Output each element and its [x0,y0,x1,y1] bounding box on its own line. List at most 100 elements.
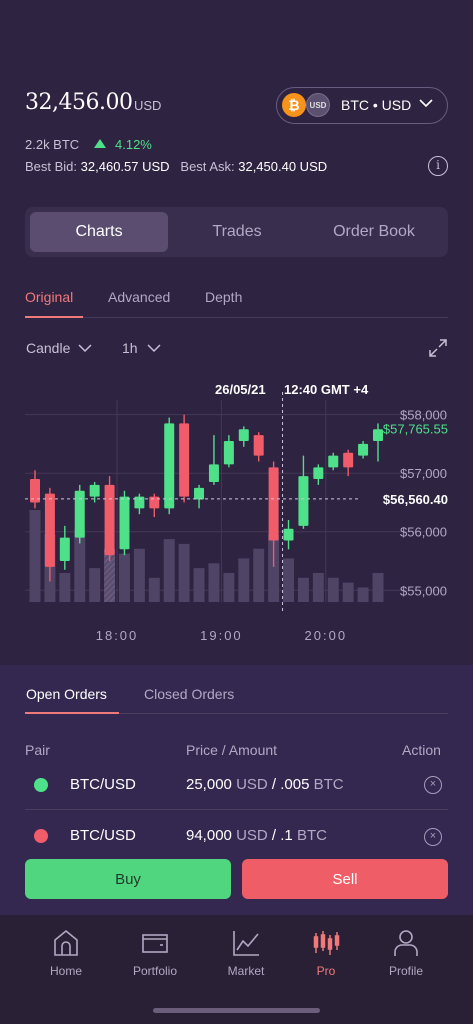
sell-indicator [34,829,48,843]
candle-body [89,484,100,497]
nav-portfolio[interactable]: Portfolio [115,928,195,978]
buy-button[interactable]: Buy [25,859,231,899]
home-icon [54,929,78,956]
candle-body [313,467,324,480]
nav-label: Profile [388,964,423,978]
cancel-order-icon[interactable]: × [424,776,442,794]
info-icon[interactable]: i [428,156,448,176]
x-tick-label: 18:00 [96,628,139,643]
x-tick-label: 19:00 [200,628,243,643]
volume-bar [118,553,130,602]
candle-body [179,423,190,497]
chevron-down-icon [78,344,92,353]
row-divider [25,809,448,810]
candle-body [223,440,234,465]
orders-tab-underline [25,712,119,714]
tab-trades[interactable]: Trades [212,223,262,240]
tab-open-orders[interactable]: Open Orders [26,686,107,702]
volume-bar [357,587,369,602]
order-amount-cur: BTC [296,827,327,844]
nav-pro[interactable]: Pro [286,928,366,978]
subtab-depth[interactable]: Depth [205,289,243,305]
subtab-advanced[interactable]: Advanced [108,289,171,305]
interval-value: 1h [122,340,138,356]
order-amount: .1 [280,827,293,844]
candle-body [30,479,40,503]
current-price: 32,456.00 [25,90,133,115]
sell-button[interactable]: Sell [242,859,448,899]
candle-body [104,484,115,556]
interval-select[interactable]: 1h [122,340,161,356]
candle-body [134,496,145,509]
order-price-amount: 94,000 USD / .1 BTC [186,827,327,844]
candlestick-chart[interactable]: $58,000 $57,000 $56,000 $55,000 18:00 19:00 20… [0,372,473,660]
volume-bar [342,582,354,602]
subtab-original[interactable]: Original [25,289,74,305]
buy-indicator [34,778,48,792]
volume-bar [268,534,280,602]
volume-bar [312,572,324,602]
order-sep: / [271,827,277,844]
nav-home[interactable]: Home [26,928,106,978]
current-price-label: $57,765.55 [383,421,448,436]
order-amount: .005 [280,776,310,793]
volume-bar [297,577,309,602]
up-triangle-icon [94,139,106,148]
nav-market[interactable]: Market [206,928,286,978]
nav-label: Home [49,964,82,978]
volume-bar [59,572,71,602]
candle-body [44,493,55,567]
expand-icon[interactable] [428,338,448,358]
col-pair: Pair [25,742,50,758]
volume-bar [327,577,339,602]
candles-icon [313,931,340,955]
tab-charts[interactable]: Charts [30,212,168,252]
bitcoin-icon: ₿ [282,93,306,117]
candle-body [208,464,219,482]
candle-body [358,443,369,456]
best-ask-label: Best Ask: [180,159,235,174]
nav-label: Market [227,964,265,978]
tooltip-time: 12:40 GMT +4 [284,382,369,397]
candle-body [283,528,294,541]
candle-body [119,496,130,550]
candle-body [373,429,383,441]
order-pair: BTC/USD [70,827,136,844]
best-ask-value: 32,450.40 USD [238,159,328,174]
home-indicator [153,1008,320,1013]
chevron-down-icon [147,344,161,353]
user-icon [394,930,418,956]
candle-body [164,423,175,509]
chart-type-value: Candle [26,340,71,356]
volume-bar [178,543,190,602]
volume-bar [74,529,86,602]
candle-body [149,496,160,509]
candle-body [268,467,279,541]
volume-bar [133,548,145,602]
y-tick-label: $56,000 [400,525,447,540]
tab-order-book[interactable]: Order Book [333,223,415,240]
cancel-order-icon[interactable]: × [424,828,442,846]
y-tick-label: $58,000 [400,408,447,423]
usd-icon: USD [306,93,330,117]
pair-label: BTC • USD [341,97,412,113]
nav-profile[interactable]: Profile [366,928,446,978]
candle-body [238,429,249,441]
volume-bar [163,539,175,602]
tab-closed-orders[interactable]: Closed Orders [144,686,235,702]
chart-type-select[interactable]: Candle [26,340,92,356]
pair-selector[interactable] [276,87,448,124]
candle-body [59,537,70,562]
orders-divider [25,713,448,714]
volume-bar [238,558,250,602]
volume-bar [104,548,116,602]
volume-bar [193,568,205,602]
volume-bar [253,548,265,602]
best-bid-value: 32,460.57 USD [80,159,170,174]
crosshair-price-label: $56,560.40 [383,492,448,507]
candle-body [74,490,85,538]
candle-body [194,487,205,500]
wallet-icon [142,934,168,953]
bottom-nav [0,915,473,1024]
nav-label: Pro [316,964,336,978]
